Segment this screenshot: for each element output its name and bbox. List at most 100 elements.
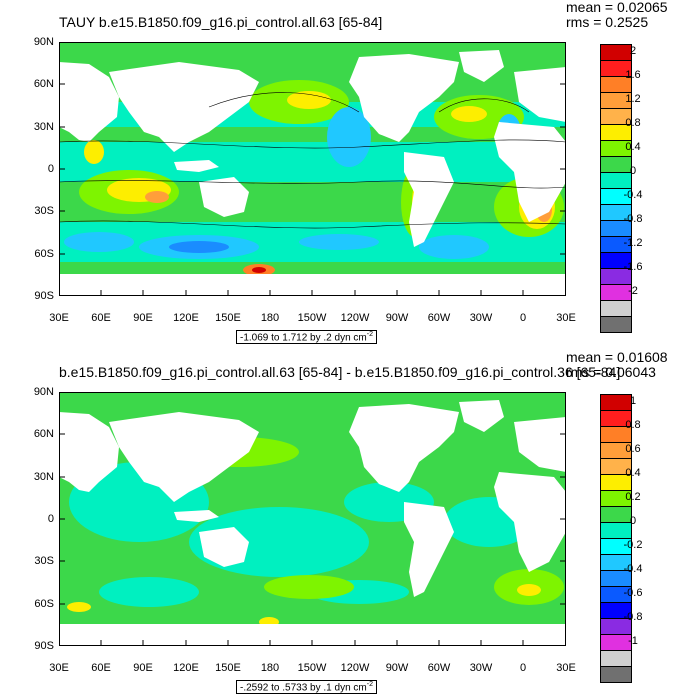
x-tick-label: 150E	[215, 312, 241, 324]
contour-patch	[299, 234, 379, 250]
colorbar-label: -1.6	[623, 261, 643, 273]
x-tick-label: 120E	[173, 312, 199, 324]
contour-patch	[145, 191, 169, 203]
colorbar-label: 0.2	[625, 491, 641, 503]
tick-marks	[59, 42, 566, 296]
x-tick-label: 150W	[297, 662, 327, 674]
colorbar-box	[600, 442, 632, 458]
colorbar-label: -1.2	[623, 237, 643, 249]
panel-top: TAUY b.e15.B1850.f09_g16.pi_control.all.…	[33, 0, 668, 345]
colorbar-label: 0.4	[625, 467, 641, 479]
x-tick-label: 0	[519, 312, 527, 324]
colorbar-box	[600, 506, 632, 522]
mean-label: mean = 0.01608	[566, 349, 668, 365]
x-tick-label: 60W	[427, 662, 451, 674]
colorbar-box	[600, 60, 632, 76]
x-tick-label: 150E	[215, 662, 241, 674]
contour-patch	[84, 140, 104, 164]
colorbar-box	[600, 268, 632, 284]
colorbar-box	[600, 316, 632, 333]
colorbar	[600, 44, 632, 333]
x-tick-label: 30E	[556, 312, 576, 324]
colorbar-label: 0	[629, 515, 637, 527]
colorbar-box	[600, 490, 632, 506]
colorbar-label: 0.8	[625, 117, 641, 129]
x-tick-label: 60E	[91, 662, 111, 674]
map-svg	[59, 392, 566, 646]
mean-label: mean = 0.02065	[566, 0, 668, 15]
colorbar-box	[600, 236, 632, 252]
colorbar-box	[600, 204, 632, 220]
colorbar-box	[600, 602, 632, 618]
y-tick-label: 60N	[33, 428, 54, 440]
colorbar-label: 2	[629, 45, 637, 57]
y-tick-label: 30S	[34, 555, 54, 567]
y-tick-label: 90N	[33, 386, 54, 398]
y-tick-label: 60S	[34, 598, 54, 610]
colorbar-label: 0	[629, 165, 637, 177]
contour-range-text: -1.069 to 1.712 by .2 dyn cm	[240, 332, 367, 344]
colorbar-label: -0.6	[623, 587, 643, 599]
x-tick-label: 30E	[556, 662, 576, 674]
colorbar-label: -2	[628, 285, 638, 297]
colorbar-box	[600, 458, 632, 474]
colorbar-box	[600, 586, 632, 602]
colorbar-box	[600, 76, 632, 92]
x-tick-label: 120E	[173, 662, 199, 674]
colorbar-box	[600, 300, 632, 316]
x-tick-label: 180	[260, 662, 280, 674]
colorbar-label: -0.8	[623, 213, 643, 225]
colorbar-box	[600, 156, 632, 172]
colorbar-box	[600, 140, 632, 156]
contour-range-box: -.2592 to .5733 by .1 dyn cm-2	[236, 680, 377, 695]
x-tick-label: 90W	[385, 662, 409, 674]
x-tick-label: 0	[519, 662, 527, 674]
colorbar-box	[600, 522, 632, 538]
unit-exponent: -2	[366, 331, 373, 338]
colorbar-label: 1.2	[625, 93, 641, 105]
panel-bottom: b.e15.B1850.f09_g16.pi_control.all.63 [6…	[0, 350, 700, 700]
y-tick-label: 90S	[34, 290, 54, 302]
colorbar-box	[600, 220, 632, 236]
y-tick-label: 90S	[34, 640, 54, 652]
tick-marks	[59, 392, 566, 646]
colorbar-box	[600, 570, 632, 586]
colorbar-label: -0.2	[623, 539, 643, 551]
colorbar	[600, 394, 632, 683]
colorbar-label: 0.8	[625, 419, 641, 431]
colorbar-box	[600, 124, 632, 140]
colorbar-box	[600, 252, 632, 268]
colorbar-label: 1	[629, 395, 637, 407]
colorbar-box	[600, 538, 632, 554]
stats-box: mean = 0.01608 rms = 0.06043	[566, 350, 668, 380]
y-tick-label: 60S	[34, 248, 54, 260]
colorbar-label: -0.4	[623, 189, 643, 201]
x-tick-label: 60W	[427, 312, 451, 324]
colorbar-box	[600, 474, 632, 490]
colorbar-box	[600, 554, 632, 570]
land-mask	[59, 50, 566, 296]
colorbar-box	[600, 284, 632, 300]
colorbar-box	[600, 634, 632, 650]
map-svg	[59, 42, 566, 296]
x-tick-label: 30E	[49, 662, 69, 674]
x-tick-label: 90W	[385, 312, 409, 324]
colorbar-box	[600, 394, 632, 410]
colorbar-box	[600, 172, 632, 188]
y-tick-label: 0	[47, 163, 54, 175]
map-plot	[59, 42, 566, 296]
stats-box: mean = 0.02065 rms = 0.2525	[566, 0, 668, 30]
y-tick-label: 30S	[34, 205, 54, 217]
x-tick-label: 180	[260, 312, 280, 324]
x-tick-label: 60E	[91, 312, 111, 324]
contour-patch	[451, 106, 487, 122]
colorbar-box	[600, 410, 632, 426]
contour-patch	[252, 267, 266, 273]
y-tick-label: 90N	[33, 36, 54, 48]
y-tick-label: 60N	[33, 78, 54, 90]
colorbar-box	[600, 44, 632, 60]
x-tick-label: 150W	[297, 312, 327, 324]
colorbar-label: -1	[628, 635, 638, 647]
x-tick-label: 90E	[133, 662, 153, 674]
rms-label: rms = 0.2525	[566, 14, 649, 30]
